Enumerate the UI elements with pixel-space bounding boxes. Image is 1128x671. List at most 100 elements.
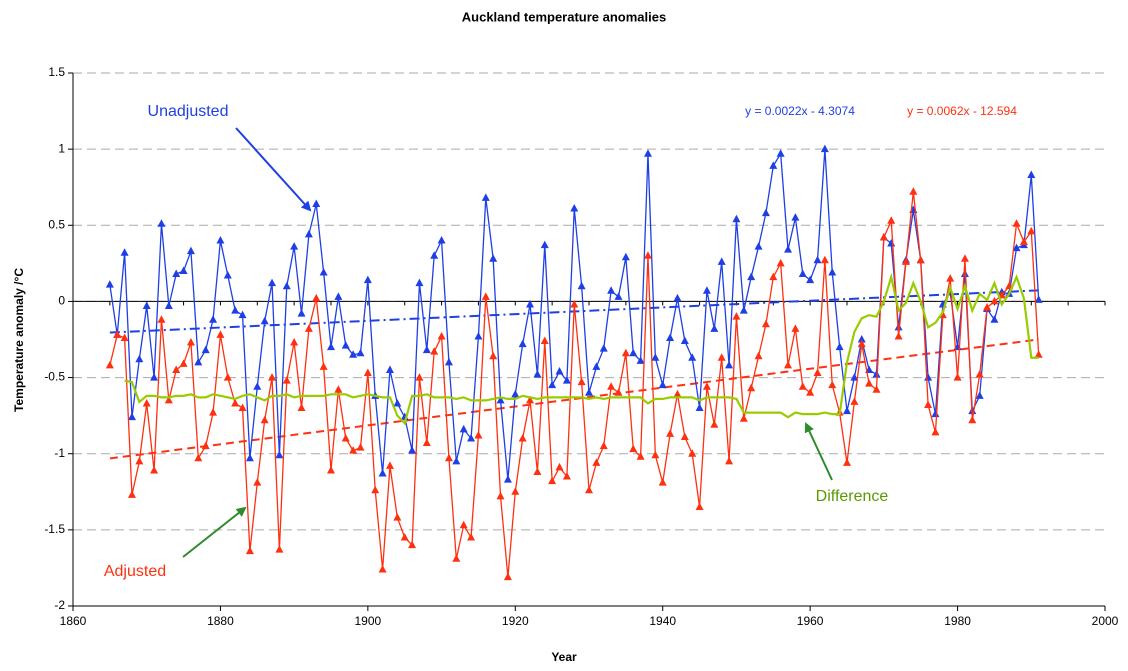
data-point	[975, 370, 984, 378]
data-point	[120, 333, 129, 341]
data-point	[489, 351, 498, 360]
data-point	[1019, 237, 1028, 246]
data-point	[680, 432, 689, 440]
data-point	[695, 403, 704, 412]
data-point	[172, 269, 181, 278]
data-point	[629, 348, 638, 357]
y-tick-label: -1	[54, 446, 65, 460]
data-point	[887, 216, 896, 224]
data-point	[467, 433, 476, 442]
data-point	[415, 373, 424, 381]
data-point	[843, 458, 851, 466]
y-tick-label: -2	[54, 598, 65, 612]
data-point	[216, 330, 225, 338]
data-point	[1034, 350, 1043, 358]
data-point	[467, 532, 476, 541]
data-point	[1012, 219, 1021, 227]
series-annotation: Unadjusted	[148, 103, 229, 120]
data-point	[776, 258, 785, 267]
data-point	[363, 275, 372, 284]
data-point	[680, 336, 689, 345]
data-point	[865, 379, 874, 387]
data-point	[614, 292, 623, 300]
data-point	[577, 377, 586, 386]
data-point	[260, 415, 269, 424]
data-point	[769, 272, 778, 281]
x-tick-label: 1960	[797, 614, 824, 628]
data-point	[268, 278, 277, 287]
data-point	[444, 453, 453, 462]
annotation-arrow	[235, 127, 312, 212]
trendline-equation: y = 0.0022x - 4.3074	[745, 104, 855, 118]
data-point	[702, 286, 711, 294]
data-point	[282, 281, 291, 290]
data-point	[511, 487, 520, 495]
data-point	[761, 208, 770, 217]
data-point	[990, 296, 999, 305]
data-point	[209, 408, 218, 416]
data-point	[496, 395, 505, 404]
data-point	[186, 246, 195, 255]
data-point	[430, 251, 439, 259]
data-point	[850, 373, 859, 381]
data-point	[894, 331, 903, 340]
data-point	[231, 306, 240, 314]
data-point	[194, 453, 203, 462]
data-point	[452, 554, 461, 562]
data-point	[761, 319, 770, 328]
data-point	[356, 348, 365, 357]
data-point	[843, 406, 851, 415]
data-point	[607, 382, 616, 390]
data-point	[290, 338, 299, 346]
data-point	[666, 333, 675, 341]
data-point	[555, 462, 564, 471]
x-tick-label: 1900	[355, 614, 382, 628]
data-point	[518, 339, 527, 348]
data-point	[820, 144, 829, 153]
data-point	[164, 395, 173, 404]
data-point	[437, 236, 446, 244]
data-point	[717, 353, 726, 361]
data-point	[548, 380, 557, 389]
data-point	[990, 315, 999, 323]
data-point	[710, 324, 719, 332]
data-point	[813, 255, 822, 264]
data-point	[791, 213, 800, 221]
x-tick-label: 1940	[649, 614, 676, 628]
data-point	[238, 310, 247, 319]
data-point	[570, 204, 579, 212]
data-point	[120, 248, 129, 256]
data-point	[327, 342, 335, 351]
data-point	[216, 236, 225, 244]
data-point	[835, 342, 844, 351]
data-point	[621, 252, 630, 261]
data-point	[518, 433, 527, 442]
data-point	[710, 420, 719, 428]
data-point	[385, 461, 394, 469]
data-point	[732, 214, 741, 223]
data-point	[857, 339, 866, 348]
data-point	[555, 366, 564, 375]
data-point	[290, 242, 299, 250]
data-point	[570, 299, 579, 308]
data-point	[341, 341, 350, 349]
data-point	[599, 441, 608, 450]
data-point	[695, 502, 704, 511]
data-point	[540, 336, 549, 345]
trendline-equation: y = 0.0062x - 12.594	[907, 104, 1017, 118]
data-point	[194, 357, 203, 366]
data-point	[282, 376, 291, 384]
data-point	[526, 395, 535, 404]
plot-area: -2 -1.5 -1 -0.5 0 0.5 1 1.5 1860 1880 1900 1920 1940…	[44, 65, 1118, 628]
x-tick-label: 1880	[207, 614, 234, 628]
data-point	[769, 161, 778, 169]
data-point	[688, 353, 697, 361]
data-point	[643, 149, 652, 157]
data-point	[105, 360, 114, 369]
data-point	[798, 382, 807, 390]
data-point	[909, 187, 918, 195]
data-point	[688, 449, 697, 457]
data-point	[968, 415, 977, 424]
data-point	[658, 380, 667, 389]
y-tick-label: 1	[58, 141, 65, 155]
